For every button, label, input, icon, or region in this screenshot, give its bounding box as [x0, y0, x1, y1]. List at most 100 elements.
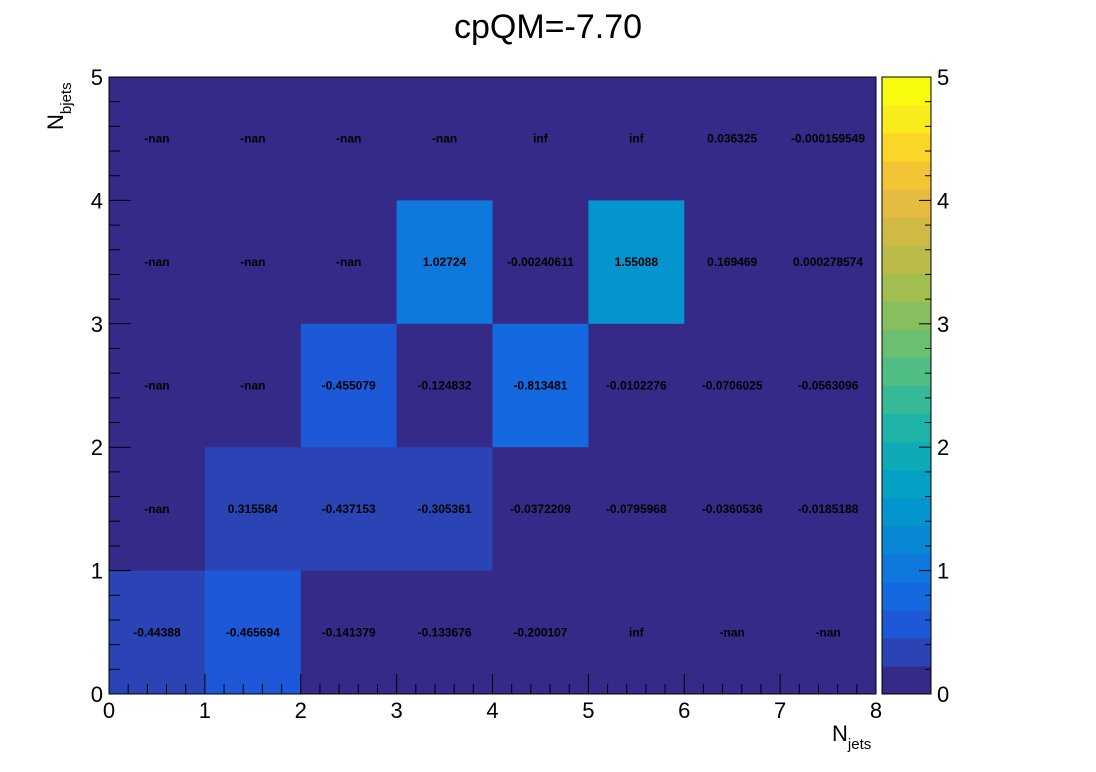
cell-value-label: 0.036325: [707, 132, 757, 146]
cell-value-label: -0.0102276: [606, 379, 667, 393]
cell-value-label: inf: [533, 132, 549, 146]
x-tick-label: 6: [678, 698, 690, 723]
cell-value-label: -nan: [432, 132, 457, 146]
colorbar-axis: 0 1 2 3 4 5: [919, 65, 949, 707]
heatmap-cell: [780, 200, 877, 325]
cell-value-label: -nan: [720, 625, 745, 639]
colorbar-segment: [882, 665, 931, 695]
heatmap-cell: [780, 323, 877, 448]
heatmap-cell: [684, 200, 781, 325]
x-axis: 0 1 2 3 4 5 6 7 8: [103, 674, 882, 723]
x-tick-label: 5: [582, 698, 594, 723]
x-tick-label: 7: [774, 698, 786, 723]
colorbar-segment: [882, 105, 931, 134]
cell-value-label: -nan: [144, 502, 169, 516]
y-tick-label: 2: [91, 435, 103, 460]
heatmap-cell: [204, 200, 302, 325]
heatmap-cell: [396, 570, 493, 695]
heatmap-cell: [492, 570, 589, 695]
x-tick-label: 8: [870, 698, 882, 723]
y-tick-label: 5: [91, 65, 103, 90]
y-tick-label: 4: [91, 188, 103, 213]
cell-value-label: 1.02724: [423, 255, 467, 269]
x-tick-label: 4: [486, 698, 498, 723]
colorbar-tick-label: 2: [937, 435, 949, 460]
cell-value-label: inf: [629, 132, 645, 146]
x-axis-title-main: N: [832, 721, 848, 746]
cell-value-label: -nan: [144, 379, 169, 393]
cell-value-label: -0.00240611: [507, 255, 574, 269]
heatmap-cell: [204, 77, 302, 201]
heatmap-cell: [492, 77, 589, 201]
cell-value-label: 0.169469: [707, 255, 757, 269]
x-tick-label: 1: [199, 698, 211, 723]
cell-value-label: -0.813481: [513, 379, 567, 393]
heatmap-cell: [109, 447, 206, 572]
y-tick-label: 0: [91, 682, 103, 707]
heatmap-cell: [396, 323, 493, 448]
cell-value-label: -0.0563096: [798, 379, 859, 393]
colorbar-segment: [882, 301, 931, 330]
cell-value-label: -nan: [240, 379, 265, 393]
cell-value-label: -0.0706025: [702, 379, 763, 393]
cell-value-label: -0.0185188: [798, 502, 859, 516]
heatmap-cell: [204, 447, 302, 572]
heatmap-cell: [684, 77, 781, 201]
colorbar-segment: [882, 637, 931, 667]
cell-value-label: -nan: [240, 255, 265, 269]
x-tick-label: 3: [391, 698, 403, 723]
cell-value-label: inf: [629, 625, 645, 639]
cell-value-label: -nan: [144, 132, 169, 146]
x-tick-label: 0: [103, 698, 115, 723]
chart-title: cpQM=-7.70: [454, 8, 642, 46]
y-axis-title-sub: bjets: [58, 82, 75, 114]
colorbar-tick-label: 5: [937, 65, 949, 90]
colorbar-segment: [882, 385, 931, 415]
cell-value-label: -0.305361: [418, 502, 472, 516]
colorbar-segment: [882, 273, 931, 302]
colorbar-segment: [882, 525, 931, 555]
cell-value-label: -0.0372209: [510, 502, 571, 516]
heatmap-cell: [204, 323, 302, 448]
cell-value-label: -0.000159549: [791, 132, 865, 146]
cell-value-label: -0.0360536: [702, 502, 763, 516]
cell-value-label: -nan: [336, 255, 361, 269]
x-axis-title: Njets: [832, 721, 871, 753]
heatmap-cell: [396, 447, 493, 572]
heatmap-cell: [684, 570, 781, 695]
heatmap-cell: [300, 200, 398, 325]
cell-value-label: -nan: [240, 132, 265, 146]
heatmap-cell: [300, 77, 398, 201]
heatmap-cell: [109, 200, 206, 325]
colorbar-tick-label: 0: [937, 682, 949, 707]
heatmap-cells: [109, 77, 877, 695]
heatmap-cell: [492, 447, 589, 572]
heatmap-cell: [780, 77, 877, 201]
y-tick-label: 1: [91, 559, 103, 584]
heatmap-cell-labels: -nan -nan -nan -nan inf inf 0.036325 -0.0001595…: [133, 132, 865, 640]
heatmap-cell: [300, 323, 398, 448]
cell-value-label: 0.000278574: [793, 255, 863, 269]
heatmap-cell: [109, 323, 206, 448]
colorbar-segment: [882, 217, 931, 246]
heatmap-cell: [109, 77, 206, 201]
heatmap-cell: [588, 200, 685, 325]
colorbar-segment: [882, 497, 931, 527]
cell-value-label: 1.55088: [615, 255, 659, 269]
cell-value-label: 0.315584: [228, 502, 278, 516]
y-tick-label: 3: [91, 312, 103, 337]
heatmap-cell: [204, 570, 302, 695]
cell-value-label: -0.437153: [322, 502, 376, 516]
heatmap-cell: [300, 447, 398, 572]
heatmap-cell: [300, 570, 398, 695]
heatmap-cell: [684, 323, 781, 448]
colorbar-segment: [882, 161, 931, 190]
colorbar-tick-label: 3: [937, 312, 949, 337]
heatmap-cell: [588, 323, 685, 448]
colorbar-frame: [881, 76, 932, 695]
colorbar: [881, 76, 932, 695]
cell-value-label: -nan: [144, 255, 169, 269]
colorbar-segment: [882, 469, 931, 499]
heatmap-cell: [684, 447, 781, 572]
